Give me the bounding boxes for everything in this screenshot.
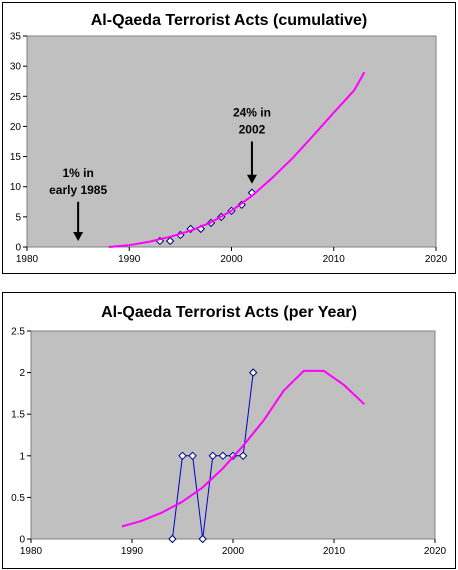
y-tick-label: 30	[10, 62, 22, 73]
annotation-label: early 1985	[49, 183, 107, 197]
x-tick-label: 2020	[424, 546, 447, 557]
y-tick-label: 1	[19, 451, 25, 462]
cumulative-chart: Al-Qaeda Terrorist Acts (cumulative) 0 5 1…	[2, 2, 456, 274]
data-point	[168, 534, 177, 544]
x-tick-label: 1990	[121, 546, 144, 557]
data-point	[165, 236, 175, 246]
y-tick-label: 10	[10, 182, 22, 193]
trend-curve	[108, 71, 366, 248]
plot-area	[26, 35, 437, 248]
y-tick-label: 20	[10, 122, 22, 133]
x-tick-label: 1980	[16, 254, 39, 265]
y-tick-label: 2	[19, 368, 25, 379]
y-tick-label: 0	[15, 243, 21, 254]
chart-title: Al-Qaeda Terrorist Acts (cumulative)	[91, 12, 368, 29]
x-tick-label: 1990	[118, 254, 141, 265]
y-tick-label: 25	[10, 92, 22, 103]
x-tick-label: 2020	[425, 254, 448, 265]
y-tick-label: 2.5	[11, 327, 25, 338]
x-tick-label: 2010	[323, 254, 346, 265]
annotation-arrow-head	[246, 174, 257, 184]
plot-area	[30, 330, 436, 540]
y-tick-label: 35	[10, 32, 22, 43]
data-point	[238, 451, 248, 461]
x-tick-label: 2000	[222, 546, 245, 557]
x-tick-label: 2010	[323, 546, 346, 557]
annotation-label: 2002	[239, 123, 266, 137]
annotation-arrow-head	[73, 231, 84, 241]
annotation-label: 24% in	[233, 106, 271, 120]
x-tick-label: 2000	[220, 254, 243, 265]
y-tick-label: 5	[15, 212, 21, 223]
y-tick-label: 0	[19, 535, 25, 546]
per-year-chart-svg: Al-Qaeda Terrorist Acts (per Year) 0 0.5 1…	[11, 304, 447, 557]
data-point	[198, 534, 207, 544]
x-tick-label: 1980	[20, 546, 43, 557]
annotation-label: 1% in	[62, 166, 93, 180]
data-point	[218, 451, 228, 461]
cumulative-chart-svg: Al-Qaeda Terrorist Acts (cumulative) 0 5 1…	[10, 12, 448, 265]
trend-curve	[121, 369, 365, 528]
data-point	[178, 451, 187, 461]
data-point	[188, 451, 197, 461]
y-tick-label: 1.5	[11, 410, 25, 421]
data-point	[248, 368, 258, 377]
chart-title: Al-Qaeda Terrorist Acts (per Year)	[101, 304, 357, 321]
data-point	[208, 451, 218, 461]
y-tick-label: 15	[10, 152, 22, 163]
y-tick-label: 0.5	[11, 493, 25, 504]
per-year-chart: Al-Qaeda Terrorist Acts (per Year) 0 0.5 1…	[2, 292, 456, 569]
